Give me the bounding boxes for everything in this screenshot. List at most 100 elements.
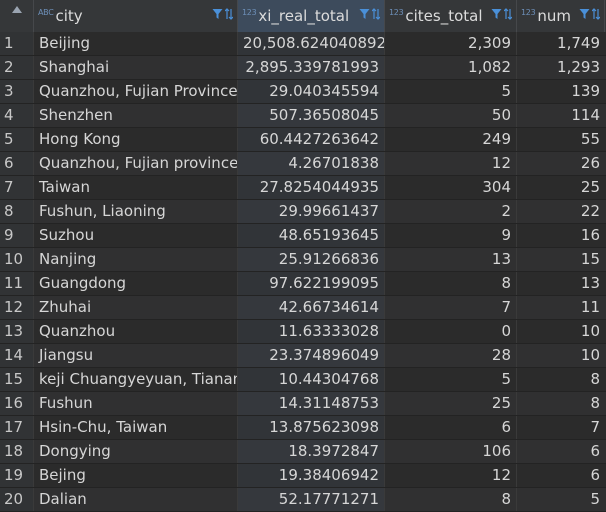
cell-cites-total[interactable]: 8 <box>385 488 517 511</box>
cell-cites-total[interactable]: 249 <box>385 128 517 151</box>
sort-icon[interactable] <box>372 8 380 20</box>
table-row[interactable]: 10 Nanjing 25.91266836 13 15 <box>0 248 606 272</box>
cell-cites-total[interactable]: 2,309 <box>385 32 517 55</box>
row-number[interactable]: 9 <box>0 224 34 247</box>
row-number[interactable]: 16 <box>0 392 34 415</box>
cell-num[interactable]: 13 <box>580 274 600 292</box>
cell-cites-total[interactable]: 13 <box>385 248 517 271</box>
cell-cites-total[interactable]: 6 <box>385 416 517 439</box>
table-row[interactable]: 4 Shenzhen 507.36508045 50 114 <box>0 104 606 128</box>
cell-cites-total[interactable]: 304 <box>385 176 517 199</box>
row-number[interactable]: 7 <box>0 176 34 199</box>
cell-cites-total[interactable]: 7 <box>385 296 517 319</box>
cell-num[interactable]: 22 <box>580 202 600 220</box>
row-number[interactable]: 17 <box>0 416 34 439</box>
cell-city[interactable]: Hong Kong <box>34 128 238 151</box>
column-header-num[interactable]: 123 num <box>517 0 605 32</box>
row-number[interactable]: 19 <box>0 464 34 487</box>
cell-num[interactable]: 1,749 <box>557 34 600 52</box>
cell-xi-real-total[interactable]: 27.8254044935 <box>238 176 385 199</box>
cell-city[interactable]: Fushun <box>34 392 238 415</box>
cell-city[interactable]: Shanghai <box>34 56 238 79</box>
cell-xi-real-total[interactable]: 19.38406942 <box>238 464 385 487</box>
cell-city[interactable]: Fushun, Liaoning <box>34 200 238 223</box>
cell-xi-real-total[interactable]: 23.374896049 <box>238 344 385 367</box>
row-number[interactable]: 10 <box>0 248 34 271</box>
table-row[interactable]: 13 Quanzhou 11.63333028 0 10 <box>0 320 606 344</box>
cell-xi-real-total[interactable]: 60.4427263642 <box>238 128 385 151</box>
table-row[interactable]: 8 Fushun, Liaoning 29.99661437 2 22 <box>0 200 606 224</box>
cell-city[interactable]: Zhuhai <box>34 296 238 319</box>
cell-city[interactable]: Quanzhou <box>34 320 238 343</box>
cell-cites-total[interactable]: 12 <box>385 464 517 487</box>
cell-num[interactable]: 8 <box>590 370 600 388</box>
cell-num[interactable]: 8 <box>590 394 600 412</box>
cell-num[interactable]: 6 <box>590 466 600 484</box>
cell-num[interactable]: 7 <box>590 418 600 436</box>
cell-xi-real-total[interactable]: 29.99661437 <box>238 200 385 223</box>
table-row[interactable]: 18 Dongying 18.3972847 106 6 <box>0 440 606 464</box>
row-number[interactable]: 4 <box>0 104 34 127</box>
row-number[interactable]: 3 <box>0 80 34 103</box>
cell-num[interactable]: 26 <box>580 154 600 172</box>
cell-city[interactable]: Jiangsu <box>34 344 238 367</box>
cell-city[interactable]: Shenzhen <box>34 104 238 127</box>
cell-cites-total[interactable]: 50 <box>385 104 517 127</box>
cell-xi-real-total[interactable]: 20,508.624040892 <box>238 32 385 55</box>
cell-num[interactable]: 1,293 <box>557 58 600 76</box>
table-row[interactable]: 19 Bejing 19.38406942 12 6 <box>0 464 606 488</box>
column-header-city[interactable]: ABC city <box>34 0 238 32</box>
cell-xi-real-total[interactable]: 29.040345594 <box>238 80 385 103</box>
row-number[interactable]: 15 <box>0 368 34 391</box>
cell-num[interactable]: 55 <box>580 130 600 148</box>
row-number[interactable]: 2 <box>0 56 34 79</box>
column-header-cites-total[interactable]: 123 cites_total <box>385 0 517 32</box>
filter-icon[interactable] <box>579 8 590 20</box>
cell-city[interactable]: Taiwan <box>34 176 238 199</box>
cell-cites-total[interactable]: 5 <box>385 368 517 391</box>
table-row[interactable]: 6 Quanzhou, Fujian province 4.26701838 12 26 <box>0 152 606 176</box>
table-row[interactable]: 9 Suzhou 48.65193645 9 16 <box>0 224 606 248</box>
sort-icon[interactable] <box>592 8 600 20</box>
table-row[interactable]: 14 Jiangsu 23.374896049 28 10 <box>0 344 606 368</box>
table-row[interactable]: 16 Fushun 14.31148753 25 8 <box>0 392 606 416</box>
cell-num[interactable]: 5 <box>590 490 600 508</box>
cell-num[interactable]: 16 <box>580 226 600 244</box>
cell-xi-real-total[interactable]: 97.622199095 <box>238 272 385 295</box>
cell-cites-total[interactable]: 9 <box>385 224 517 247</box>
cell-num[interactable]: 25 <box>580 178 600 196</box>
cell-cites-total[interactable]: 5 <box>385 80 517 103</box>
cell-city[interactable]: Dalian <box>34 488 238 511</box>
cell-num[interactable]: 15 <box>580 250 600 268</box>
cell-cites-total[interactable]: 106 <box>385 440 517 463</box>
sort-icon[interactable] <box>504 8 512 20</box>
cell-xi-real-total[interactable]: 10.44304768 <box>238 368 385 391</box>
row-number[interactable]: 11 <box>0 272 34 295</box>
filter-icon[interactable] <box>212 8 223 20</box>
cell-xi-real-total[interactable]: 2,895.339781993 <box>238 56 385 79</box>
cell-city[interactable]: Quanzhou, Fujian province <box>34 152 238 175</box>
row-number[interactable]: 20 <box>0 488 34 511</box>
cell-city[interactable]: Guangdong <box>34 272 238 295</box>
row-number[interactable]: 13 <box>0 320 34 343</box>
row-number[interactable]: 1 <box>0 32 34 55</box>
cell-cites-total[interactable]: 12 <box>385 152 517 175</box>
cell-xi-real-total[interactable]: 507.36508045 <box>238 104 385 127</box>
cell-xi-real-total[interactable]: 52.17771271 <box>238 488 385 511</box>
cell-num[interactable]: 11 <box>580 298 600 316</box>
column-header-xi-real-total[interactable]: 123 xi_real_total <box>238 0 385 32</box>
table-row[interactable]: 12 Zhuhai 42.66734614 7 11 <box>0 296 606 320</box>
cell-cites-total[interactable]: 2 <box>385 200 517 223</box>
cell-city[interactable]: Bejing <box>34 464 238 487</box>
filter-icon[interactable] <box>491 8 502 20</box>
cell-num[interactable]: 139 <box>571 82 600 100</box>
cell-xi-real-total[interactable]: 25.91266836 <box>238 248 385 271</box>
table-row[interactable]: 15 keji Chuangyeyuan, Tianan I 10.44304768… <box>0 368 606 392</box>
cell-xi-real-total[interactable]: 48.65193645 <box>238 224 385 247</box>
cell-cites-total[interactable]: 25 <box>385 392 517 415</box>
table-row[interactable]: 2 Shanghai 2,895.339781993 1,082 1,293 <box>0 56 606 80</box>
cell-xi-real-total[interactable]: 4.26701838 <box>238 152 385 175</box>
sort-icon[interactable] <box>225 8 233 20</box>
cell-cites-total[interactable]: 1,082 <box>385 56 517 79</box>
table-row[interactable]: 7 Taiwan 27.8254044935 304 25 <box>0 176 606 200</box>
